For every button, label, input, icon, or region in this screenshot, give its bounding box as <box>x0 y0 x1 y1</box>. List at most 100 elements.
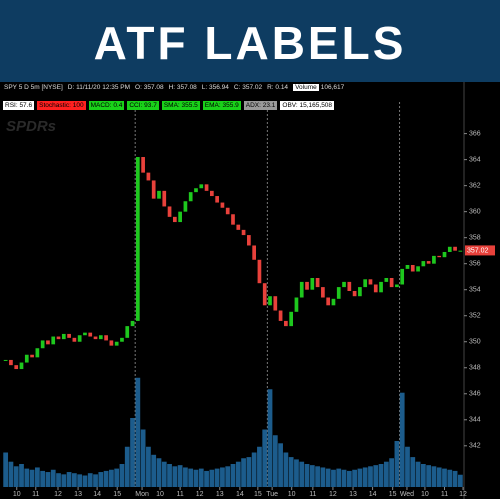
candle <box>278 310 283 321</box>
volume-bar <box>362 467 368 487</box>
volume-bar <box>40 470 46 487</box>
volume-bar <box>241 458 246 487</box>
candle <box>358 287 362 297</box>
volume-bar <box>283 452 289 487</box>
study-label[interactable]: RSI: 57.6 <box>3 101 35 110</box>
close: C: 357.02 <box>233 84 263 91</box>
candle <box>421 261 426 267</box>
candle <box>321 287 325 298</box>
x-tick-label: 11 <box>309 491 316 498</box>
label-row: RSI: 57.6 Stochastic: 100 MACD: 0.4 CCI: 93… <box>3 101 335 110</box>
candle <box>236 224 241 230</box>
candle <box>88 332 93 337</box>
candle <box>167 206 172 217</box>
study-label[interactable]: SMA: 355.5 <box>161 101 200 110</box>
volume-bar <box>336 468 342 487</box>
banner-title: ATF LABELS <box>0 0 500 82</box>
study-label[interactable]: Stochastic: 100 <box>37 101 86 110</box>
volume-bar <box>389 458 394 487</box>
volume-bar <box>457 474 463 487</box>
study-label[interactable]: MACD: 0.4 <box>88 101 125 110</box>
volume-bar <box>209 469 215 487</box>
x-tick-label: 13 <box>349 491 357 498</box>
candle <box>326 297 331 306</box>
volume-bar <box>140 429 146 487</box>
volume-bar <box>146 446 151 487</box>
candle <box>135 157 140 321</box>
candle <box>30 354 34 358</box>
volume-bar <box>183 467 188 487</box>
volume-bar <box>24 468 30 487</box>
candle <box>400 268 405 285</box>
range: R: 0.14 <box>267 84 289 91</box>
volume-bar <box>325 468 331 487</box>
volume-bar <box>304 464 310 487</box>
volume-bar <box>442 468 447 487</box>
volume-bar <box>56 473 61 487</box>
y-tick-label: 344 <box>469 417 481 424</box>
candle <box>215 196 219 203</box>
candle <box>146 172 151 181</box>
study-label[interactable]: OBV: 15,165,508 <box>280 101 335 110</box>
candle <box>384 277 389 282</box>
volume-bar <box>299 461 305 487</box>
candle <box>61 333 66 340</box>
volume-bar <box>61 474 67 487</box>
candle <box>210 190 214 197</box>
candle <box>35 348 40 358</box>
volume-bar <box>315 466 320 487</box>
y-tick-label: 364 <box>469 156 481 163</box>
x-tick-label: 15 <box>113 491 121 498</box>
volume-bar <box>431 466 437 487</box>
symbol[interactable]: SPY 5 D 5m [NYSE] <box>4 84 63 91</box>
volume-bar <box>77 474 83 487</box>
candle <box>373 284 378 293</box>
candle <box>24 354 29 363</box>
volume-bar <box>177 465 183 487</box>
candle <box>299 281 304 298</box>
volume-bar <box>246 457 252 487</box>
volume-bar <box>119 464 125 487</box>
y-tick-label: 342 <box>469 443 481 450</box>
volume-bar <box>156 458 162 487</box>
volume-bar <box>204 470 209 487</box>
candle <box>241 229 246 236</box>
study-label[interactable]: EMA: 355.9 <box>202 101 241 110</box>
high: H: 357.08 <box>168 84 197 91</box>
volume-bar <box>93 474 98 487</box>
volume-bar <box>357 468 363 487</box>
candle <box>125 326 130 338</box>
candle <box>151 180 156 199</box>
volume-bar <box>426 465 432 487</box>
candle <box>178 211 182 223</box>
candle <box>172 216 177 223</box>
candle <box>14 365 19 370</box>
volume-bar <box>257 446 262 487</box>
x-tick-label: 10 <box>156 491 164 498</box>
candle <box>342 281 346 288</box>
volume-bar <box>405 446 410 487</box>
chart: 342 344 346 348 350 352 354 356 358 360 362 364 366 3… <box>3 82 495 499</box>
candle <box>130 320 135 327</box>
candle <box>273 296 278 311</box>
volume-bar <box>294 459 299 487</box>
volume-bar <box>82 475 88 487</box>
volume-bar <box>50 469 56 487</box>
candle <box>199 184 204 189</box>
candle <box>257 259 262 284</box>
candle <box>458 250 463 252</box>
x-tick-label: 15 <box>389 491 397 498</box>
study-label[interactable]: CCI: 93.7 <box>127 101 159 110</box>
candle <box>262 283 267 306</box>
candle <box>284 320 288 327</box>
candle <box>51 336 56 345</box>
candle <box>188 192 193 202</box>
x-tick-label: 12 <box>459 491 467 498</box>
volume-bar <box>251 452 257 487</box>
volume-bar <box>109 469 114 487</box>
volume-bar <box>135 377 141 487</box>
low: L: 356.94 <box>201 84 229 91</box>
volume-bar <box>447 469 453 487</box>
volume-bar <box>309 465 315 487</box>
study-label[interactable]: ADX: 23.1 <box>243 101 278 110</box>
